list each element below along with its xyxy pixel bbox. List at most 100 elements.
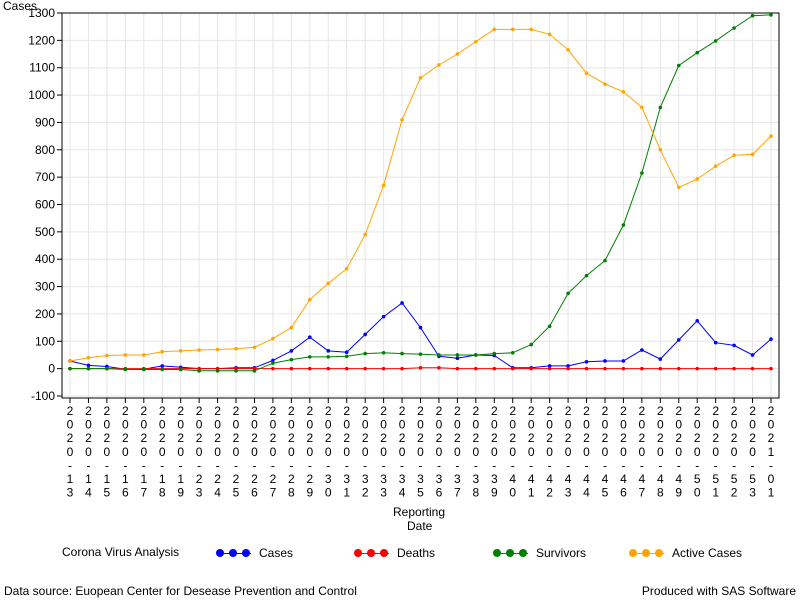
y-tick-label: 1000	[28, 88, 55, 102]
y-tick-label: 300	[35, 280, 55, 294]
y-tick-label: 1100	[29, 61, 55, 75]
survivors-point	[510, 350, 515, 355]
survivors-point	[381, 350, 386, 355]
deaths-point	[308, 366, 312, 371]
x-tick-label: 2 0 2 0 -1 8	[159, 404, 166, 500]
deaths-point	[492, 366, 497, 371]
survivors-point	[252, 369, 257, 373]
legend-symbol	[215, 546, 253, 560]
deaths-point	[732, 366, 736, 371]
x-tick-label: 2 0 2 0 -1 4	[85, 404, 92, 500]
y-tick-label: 500	[35, 225, 55, 239]
survivors-point	[584, 273, 589, 278]
survivors-point	[86, 366, 91, 371]
deaths-point	[344, 366, 349, 371]
active-cases-point	[769, 134, 773, 138]
data-source-note: Data source: Euopean Center for Desease …	[4, 584, 357, 598]
series-layer	[68, 13, 773, 373]
x-tick-label: 2 0 2 0 -2 6	[251, 404, 258, 500]
survivors-point	[640, 171, 644, 175]
x-tick-label: 2 0 2 0 -5 0	[694, 404, 701, 500]
legend-label: Survivors	[536, 546, 587, 560]
y-tick-label: 700	[35, 170, 55, 184]
y-tick-label: 900	[35, 115, 55, 129]
deaths-point	[271, 366, 275, 371]
deaths-point	[437, 366, 441, 370]
survivors-point	[418, 352, 423, 356]
survivors-point	[271, 361, 275, 365]
x-tick-label: 2 0 2 0 -2 8	[288, 404, 295, 500]
x-tick-label: 2 0 2 0 -4 9	[675, 404, 682, 500]
tick-labels: -100 0 100 200 300 400 500 600 700 800 900 1000 1100…	[28, 6, 774, 500]
x-tick-label: 2 0 2 0 -2 4	[214, 404, 221, 500]
active-cases-point	[510, 27, 515, 32]
active-cases-point	[437, 63, 441, 67]
y-tick-label: 200	[35, 307, 55, 321]
x-tick-label: 2 0 2 0 -3 3	[380, 404, 387, 500]
cases-point	[363, 332, 367, 337]
survivors-point	[215, 369, 220, 373]
x-tick-label: 2 0 2 0 -2 5	[233, 404, 240, 500]
cases-point	[289, 349, 294, 353]
x-tick-label: 2 0 2 0 -4 4	[583, 404, 590, 500]
survivors-point	[455, 353, 460, 357]
active-cases-point	[86, 355, 91, 360]
legend-symbol	[353, 546, 391, 560]
cases-point	[584, 360, 589, 364]
x-tick-label: 2 0 2 0 -2 7	[270, 404, 277, 500]
survivors-point	[68, 366, 72, 371]
gridlines	[62, 12, 779, 398]
cases-point	[658, 357, 663, 361]
legend-item-deaths: Deaths	[353, 545, 435, 561]
cases-point	[750, 353, 755, 357]
active-cases-point	[732, 153, 736, 158]
produced-with-note: Produced with SAS Software	[641, 584, 796, 598]
deaths-point	[621, 366, 626, 371]
cases-point	[344, 350, 349, 355]
active-cases-point	[400, 117, 404, 122]
cases-point	[547, 364, 552, 368]
active-cases-point	[141, 353, 146, 357]
deaths-point	[676, 366, 681, 371]
cases-point	[271, 358, 275, 363]
y-axis-label: Cases	[3, 0, 38, 13]
deaths-point	[455, 366, 460, 371]
y-tick-label: 0	[48, 362, 55, 376]
deaths-point	[289, 366, 294, 371]
deaths-point	[547, 366, 552, 371]
cases-point	[676, 338, 681, 342]
cases-point	[713, 340, 718, 345]
survivors-point	[529, 342, 533, 347]
y-tick-label: 1300	[28, 6, 55, 20]
active-cases-point	[455, 52, 460, 56]
cases-point	[621, 359, 626, 363]
active-cases-point	[234, 346, 238, 351]
x-tick-label: 2 0 2 0 -1 6	[122, 404, 129, 500]
x-tick-label: 2 0 2 0 -3 2	[362, 404, 369, 500]
active-cases-point	[105, 353, 109, 358]
active-cases-point	[640, 105, 644, 110]
legend-title: Corona Virus Analysis	[62, 545, 180, 559]
survivors-point	[713, 39, 718, 43]
active-cases-point	[215, 347, 220, 352]
x-tick-label: 2 0 2 0 -5 2	[731, 404, 738, 500]
deaths-point	[529, 366, 533, 371]
y-tick-label: 600	[35, 198, 55, 212]
cases-point	[418, 325, 423, 330]
x-tick-label: 2 0 2 0 -3 4	[399, 404, 406, 500]
cases-point	[381, 314, 386, 319]
x-tick-label: 2 0 2 0 -3 1	[343, 404, 350, 500]
active-cases-point	[418, 76, 423, 80]
x-tick-label: 2 0 2 0 -4 3	[565, 404, 572, 500]
active-cases-point	[381, 183, 386, 188]
deaths-point	[363, 366, 367, 371]
survivors-point	[123, 367, 128, 372]
cases-point	[603, 359, 607, 363]
x-tick-label: 2 0 2 0 -2 9	[306, 404, 313, 500]
x-tick-label: 2 0 2 0 -4 6	[620, 404, 627, 500]
survivors-point	[105, 366, 109, 371]
active-cases-point	[713, 164, 718, 168]
active-cases-point	[289, 325, 294, 330]
active-cases-point	[658, 147, 663, 152]
